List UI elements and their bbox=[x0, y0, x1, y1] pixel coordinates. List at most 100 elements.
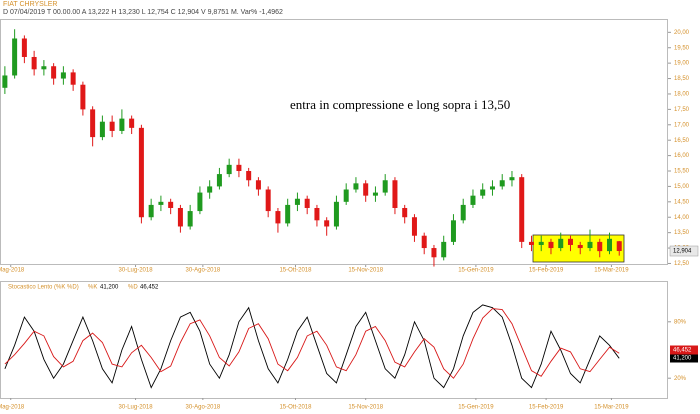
x-tick-label: 30-Lug-2018 bbox=[119, 405, 154, 411]
candle-body bbox=[411, 217, 417, 236]
candle-body bbox=[255, 180, 261, 190]
candle-body bbox=[392, 180, 398, 208]
candle-body bbox=[60, 72, 66, 79]
last-price: 12,904 bbox=[673, 249, 692, 255]
candle-body bbox=[80, 84, 86, 110]
candle-body bbox=[158, 201, 164, 205]
candle-body bbox=[207, 186, 213, 193]
candle-body bbox=[363, 183, 369, 196]
candle-body bbox=[177, 207, 183, 227]
last-value: 41,200 bbox=[673, 356, 692, 362]
annotation: entra in compressione e long sopra i 13,… bbox=[290, 97, 510, 112]
candle-body bbox=[460, 204, 466, 221]
y-tick-label: 15,00 bbox=[674, 184, 690, 190]
y-tick-label: 17,50 bbox=[674, 107, 690, 113]
candle-body bbox=[138, 127, 144, 218]
candle-body bbox=[304, 198, 310, 208]
x-tick-label: Mag-2018 bbox=[0, 268, 25, 274]
y-tick-label: 13,50 bbox=[674, 230, 690, 236]
last-value-box bbox=[670, 353, 698, 363]
candle-body bbox=[382, 180, 388, 193]
candle-body bbox=[333, 201, 339, 227]
symbol: FIAT CHRYSLER bbox=[3, 1, 57, 8]
candle-body bbox=[119, 118, 125, 131]
candle-body bbox=[294, 198, 300, 205]
candle-body bbox=[421, 235, 427, 249]
candle-body bbox=[470, 195, 476, 205]
candle-body bbox=[597, 241, 603, 252]
x-tick-label: 30-Ago-2018 bbox=[185, 268, 220, 274]
candle-body bbox=[402, 207, 408, 218]
candle-body bbox=[538, 241, 544, 245]
y-tick-label: 19,50 bbox=[674, 45, 690, 51]
candle-body bbox=[226, 164, 232, 175]
candle-body bbox=[616, 241, 622, 252]
x-tick-label: 15-Gen-2019 bbox=[458, 405, 494, 411]
x-tick-label: 15-Nov-2018 bbox=[348, 405, 383, 411]
candle-body bbox=[606, 238, 612, 252]
y-tick-label: 18,00 bbox=[674, 92, 690, 98]
candle-body bbox=[587, 241, 593, 249]
candle-body bbox=[480, 189, 486, 196]
stoch-line bbox=[4, 304, 620, 389]
candle-body bbox=[187, 211, 193, 227]
last-price-box bbox=[669, 245, 699, 257]
candle-body bbox=[2, 75, 8, 88]
candle-body bbox=[450, 220, 456, 242]
indicator-title: Stocastico Lento (%K %D) bbox=[8, 285, 79, 291]
candle-body bbox=[567, 238, 573, 245]
candle-body bbox=[51, 66, 57, 79]
legend-value: 46,452 bbox=[140, 285, 159, 291]
last-value-box bbox=[670, 345, 698, 355]
x-tick-label: 15-Feb-2019 bbox=[529, 268, 564, 274]
candle-body bbox=[275, 211, 281, 224]
candle-body bbox=[431, 248, 437, 258]
x-tick-label: Mag-2018 bbox=[0, 405, 25, 411]
y-tick-label: 17,00 bbox=[674, 122, 690, 128]
candle-body bbox=[558, 238, 564, 249]
candle-body bbox=[343, 189, 349, 202]
y-tick-label: 20,00 bbox=[674, 30, 690, 36]
candle-body bbox=[148, 204, 154, 218]
candle-body bbox=[577, 244, 583, 249]
price-panel bbox=[0, 19, 668, 265]
candle-body bbox=[528, 241, 534, 245]
y-tick-label: 18,50 bbox=[674, 76, 690, 82]
candle-body bbox=[489, 186, 495, 190]
last-value: 46,452 bbox=[673, 348, 692, 354]
candle-body bbox=[99, 121, 105, 138]
x-tick-label: 30-Lug-2018 bbox=[119, 268, 154, 274]
stoch-panel bbox=[0, 281, 668, 399]
candle-body bbox=[129, 118, 135, 128]
candle-body bbox=[168, 201, 174, 208]
x-tick-label: 15-Nov-2018 bbox=[348, 268, 383, 274]
candle-body bbox=[372, 192, 378, 196]
candle-body bbox=[265, 189, 271, 212]
candle-body bbox=[519, 177, 525, 242]
y-tick-label: 12,50 bbox=[674, 261, 690, 267]
candle-body bbox=[109, 121, 115, 131]
candle-body bbox=[90, 109, 96, 138]
legend-name: %K bbox=[88, 285, 97, 291]
candle-body bbox=[441, 241, 447, 258]
candle-body bbox=[70, 72, 76, 85]
x-tick-label: 15-Ott-2018 bbox=[279, 405, 312, 411]
candle-body bbox=[31, 56, 37, 70]
y-tick-label: 14,00 bbox=[674, 215, 690, 221]
x-tick-label: 30-Ago-2018 bbox=[185, 405, 220, 411]
candle-body bbox=[21, 38, 27, 57]
x-tick-label: 15-Mar-2019 bbox=[594, 268, 629, 274]
candle-body bbox=[548, 241, 554, 249]
candle-body bbox=[324, 220, 330, 227]
legend-value: 41,200 bbox=[100, 285, 119, 291]
x-tick-label: 15-Gen-2019 bbox=[458, 268, 494, 274]
candle-body bbox=[285, 204, 291, 224]
y-tick-label: 15,50 bbox=[674, 169, 690, 175]
stoch-line bbox=[4, 308, 620, 379]
candle-body bbox=[41, 66, 47, 70]
y-tick-label: 19,00 bbox=[674, 61, 690, 67]
x-tick-label: 15-Ott-2018 bbox=[279, 268, 312, 274]
y-tick-label: 16,50 bbox=[674, 138, 690, 144]
